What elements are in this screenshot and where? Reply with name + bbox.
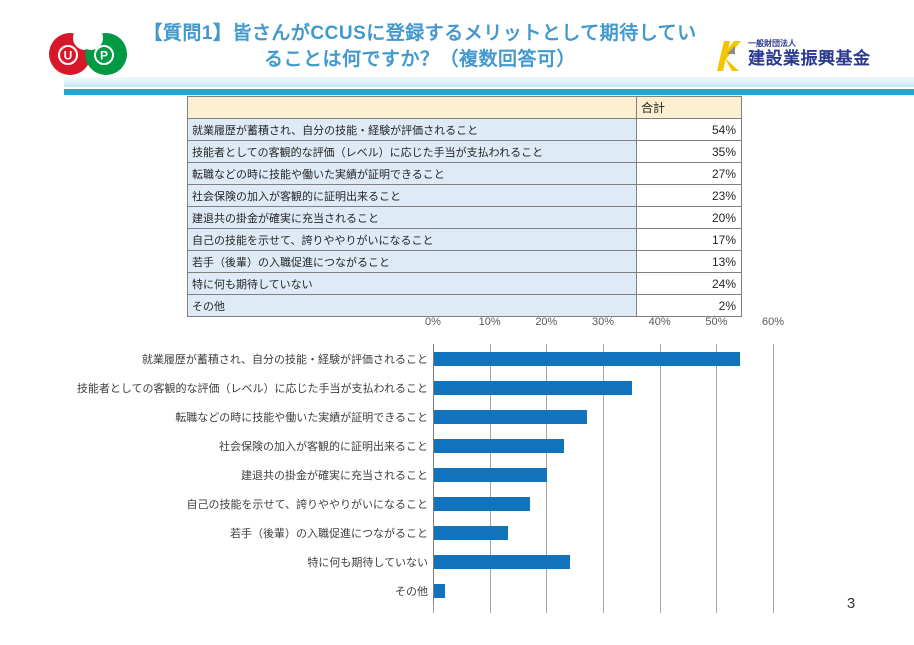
survey-results-table: 合計 就業履歴が蓄積され、自分の技能・経験が評価されること 54% 技能者としての客… (187, 96, 742, 317)
chart-bar (434, 409, 587, 424)
table-row-value: 35% (636, 140, 742, 163)
chart-bar (434, 467, 548, 482)
chart-category-label: 建退共の掛金が確実に充当されること (241, 469, 428, 482)
table-row-label: 技能者としての客観的な評価（レベル）に応じた手当が支払われること (187, 140, 637, 163)
x-axis-tick-label: 20% (535, 316, 558, 328)
table-header-empty-cell (187, 96, 637, 119)
x-axis-tick-label: 30% (591, 316, 615, 328)
table-row-value: 27% (636, 162, 742, 185)
chart-category-label: その他 (395, 585, 428, 598)
table-row-label: 自己の技能を示せて、誇りややりがいになること (187, 228, 637, 251)
table-row: 自己の技能を示せて、誇りややりがいになること 17% (187, 228, 742, 251)
table-row-value: 54% (636, 118, 742, 141)
table-row-label: 就業履歴が蓄積され、自分の技能・経験が評価されること (187, 118, 637, 141)
page-number: 3 (846, 595, 856, 612)
table-row: 技能者としての客観的な評価（レベル）に応じた手当が支払われること 35% (187, 140, 742, 163)
table-row: 就業履歴が蓄積され、自分の技能・経験が評価されること 54% (187, 118, 742, 141)
table-row-label: その他 (187, 294, 637, 317)
slide-title-line2: ることは何ですか？（複数回答可） (263, 49, 576, 70)
table-row-value: 24% (636, 272, 742, 295)
x-axis-tick-label: 60% (762, 316, 785, 328)
chart-axis-tick (773, 605, 775, 613)
x-axis-tick-label: 50% (705, 316, 728, 328)
x-axis-tick-label: 10% (478, 316, 501, 328)
table-row-label: 特に何も期待していない (187, 272, 637, 295)
org-name-large: 建設業振興基金 (748, 49, 871, 68)
chart-axis-tick (433, 605, 434, 613)
chart-gridline (603, 344, 604, 613)
chart-axis-tick (489, 605, 491, 613)
slide-title: 【質問1】皆さんがCCUSに登録するメリットとして期待してい ることは何ですか？… (130, 21, 710, 73)
chart-gridline (659, 344, 661, 613)
table-row: 特に何も期待していない 24% (187, 272, 742, 295)
table-row-label: 若手（後輩）の入職促進につながること (187, 250, 637, 273)
table-row: その他 2% (187, 294, 742, 317)
chart-axis-tick (716, 605, 718, 613)
table-row: 社会保険の加入が客観的に証明出来ること 23% (187, 184, 742, 207)
chart-category-label: 転職などの時に技能や働いた実績が証明できること (175, 411, 428, 424)
chart-x-axis-labels: 0% 10% 20% 30% 40% 50% 60% (0, 316, 914, 330)
org-name-small: 一般財団法人 (748, 39, 796, 48)
x-axis-tick-label: 0% (425, 316, 441, 328)
table-row-label: 社会保険の加入が客観的に証明出来ること (187, 184, 637, 207)
chart-category-label: 特に何も期待していない (307, 556, 428, 569)
table-row-label: 転職などの時に技能や働いた実績が証明できること (187, 162, 637, 185)
table-row-value: 2% (636, 294, 742, 317)
slide-title-line1: 【質問1】皆さんがCCUSに登録するメリットとして期待してい (143, 23, 697, 44)
chart-y-axis-line (433, 344, 434, 613)
table-row-value: 20% (636, 206, 742, 229)
chart-bar (434, 583, 446, 598)
chart-category-label: 若手（後輩）の入職促進につながること (230, 527, 428, 540)
chart-bar (434, 438, 565, 453)
table-row: 建退共の掛金が確実に充当されること 20% (187, 206, 742, 229)
kensetsu-kikin-kmark-icon (717, 41, 741, 71)
table-row-value: 23% (636, 184, 742, 207)
ccus-up-logo-icon: U P (49, 26, 127, 75)
chart-category-labels: 就業履歴が蓄積され、自分の技能・経験が評価されること技能者としての客観的な評価（… (40, 344, 428, 605)
chart-bar (434, 351, 741, 366)
up-logo-letter-p: P (100, 49, 108, 63)
chart-category-label: 就業履歴が蓄積され、自分の技能・経験が評価されること (141, 353, 428, 366)
x-axis-tick-label: 40% (648, 316, 671, 328)
chart-gridline (716, 344, 718, 613)
header-divider-band (64, 77, 914, 87)
chart-category-label: 技能者としての客観的な評価（レベル）に応じた手当が支払われること (76, 382, 428, 395)
chart-axis-tick (659, 605, 661, 613)
table-row-value: 13% (636, 250, 742, 273)
header-divider-line (64, 89, 914, 95)
chart-axis-tick (546, 605, 548, 613)
chart-gridline (773, 344, 775, 613)
survey-table-body: 就業履歴が蓄積され、自分の技能・経験が評価されること 54% 技能者としての客観的な… (187, 118, 742, 317)
table-row: 転職などの時に技能や働いた実績が証明できること 27% (187, 162, 742, 185)
table-header-total-cell: 合計 (636, 96, 742, 119)
chart-bar (434, 496, 531, 511)
chart-category-label: 社会保険の加入が客観的に証明出来ること (219, 440, 428, 453)
chart-axis-tick (603, 605, 604, 613)
chart-bar (434, 525, 508, 540)
table-row-value: 17% (636, 228, 742, 251)
up-logo-letter-u: U (64, 49, 73, 63)
bar-chart-plot-area (433, 344, 779, 613)
chart-bar (434, 554, 570, 569)
table-row: 若手（後輩）の入職促進につながること 13% (187, 250, 742, 273)
org-logo: 一般財団法人 建設業振興基金 (714, 40, 910, 76)
table-row-label: 建退共の掛金が確実に充当されること (187, 206, 637, 229)
chart-bar (434, 380, 633, 395)
table-header-row: 合計 (187, 96, 742, 119)
chart-category-label: 自己の技能を示せて、誇りややりがいになること (186, 498, 428, 511)
